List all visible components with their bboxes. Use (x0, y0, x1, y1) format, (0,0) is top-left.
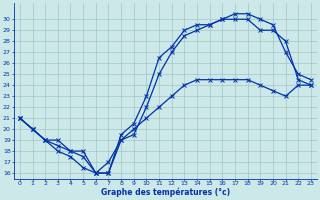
X-axis label: Graphe des températures (°c): Graphe des températures (°c) (101, 188, 230, 197)
